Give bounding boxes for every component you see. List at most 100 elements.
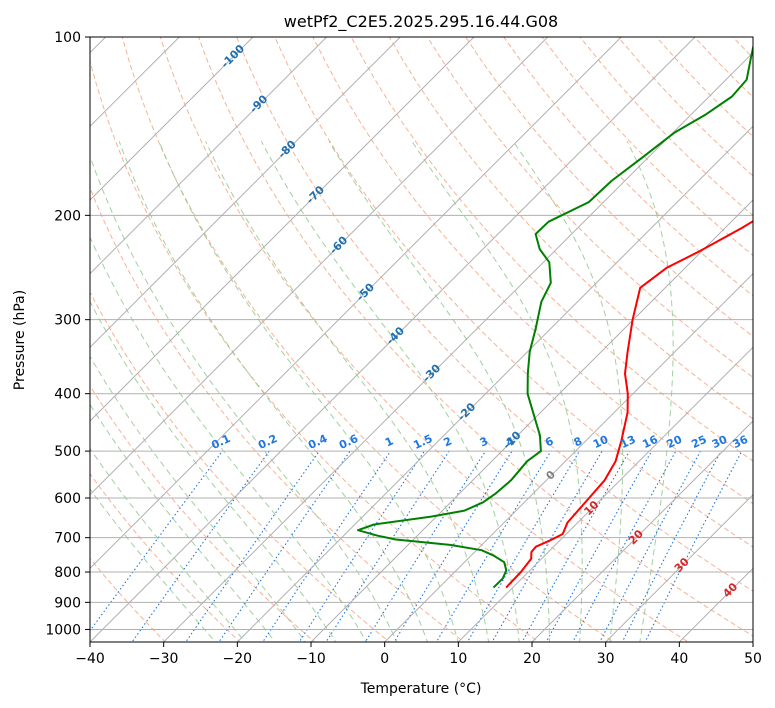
- annotation-layer: 0.1 0.2 0.4 0.6 1 1.5 2 3 4 6 8 10 13 16 20 25 30 36-100-…: [209, 42, 750, 600]
- mixing-ratio-label: 10: [591, 433, 611, 451]
- dry-adiabat-line: [274, 37, 753, 548]
- mixing-ratio-label: 0.4: [306, 432, 329, 452]
- isotherm-line: [90, 37, 402, 349]
- isotherm-line: [90, 37, 181, 128]
- plot-frame: [89, 36, 754, 643]
- x-tick-label: 20: [523, 651, 541, 667]
- mixing-ratio-label: 1: [383, 434, 395, 449]
- y-tick-label: 200: [54, 208, 81, 224]
- dewpoint-profile: [357, 43, 753, 589]
- y-tick-label: 700: [54, 531, 81, 547]
- moist-adiabat-line: [90, 355, 307, 642]
- isotherm-line: [531, 420, 753, 642]
- mixing-ratio-label: 3: [478, 434, 490, 449]
- isotherm-line: [90, 37, 475, 422]
- dry-adiabat-line: [579, 37, 753, 217]
- x-tick-label: 40: [670, 651, 688, 667]
- mixing-ratio-line: [466, 450, 580, 642]
- dry-adiabat-line: [90, 59, 540, 642]
- dry-adiabat-line: [312, 37, 753, 505]
- mixing-ratio-line: [262, 450, 392, 642]
- series-layer: [357, 43, 753, 589]
- isotherm-line: [162, 51, 753, 642]
- mixing-ratio-label: 30: [710, 433, 730, 451]
- dry-adiabat-line: [426, 37, 753, 378]
- moist-adiabat-line: [90, 447, 246, 642]
- x-tick-label: 50: [744, 651, 762, 667]
- dry-adiabat-line: [350, 37, 753, 462]
- dry-adiabat-line: [197, 37, 753, 637]
- dry-adiabat-line: [745, 10, 775, 654]
- moist-adiabat-line: [158, 141, 459, 642]
- dry-adiabat-line: [90, 557, 167, 642]
- moist-adiabat-line: [118, 141, 429, 642]
- dry-adiabat-line: [90, 384, 316, 642]
- mixing-ratio-line: [491, 450, 603, 642]
- isotherm-line: [457, 346, 753, 642]
- mixing-ratio-line: [644, 450, 743, 642]
- grid-layer: [90, 37, 753, 642]
- temperature-profile: [505, 220, 753, 589]
- y-tick-label: 500: [54, 444, 81, 460]
- mixing-ratio-label: 36: [731, 433, 751, 451]
- x-tick-label: −30: [149, 651, 179, 667]
- moist-adiabat-line: [90, 300, 337, 642]
- dry-adiabat-line: [465, 37, 753, 338]
- dry-adiabat-line: [121, 37, 615, 642]
- isotherm-line: [90, 37, 696, 642]
- mixing-ratio-line: [364, 450, 486, 642]
- mixing-ratio-line: [435, 450, 552, 642]
- moist-adiabat-line: [205, 141, 490, 642]
- mixing-ratio-label: 2: [442, 434, 454, 449]
- moist-adiabat-line: [328, 141, 550, 642]
- isotherm-line: [752, 641, 753, 642]
- chart-title: wetPf2_C2E5.2025.295.16.44.G08: [284, 12, 558, 32]
- isotherm-line: [604, 493, 753, 642]
- dry-adiabat-line: [90, 291, 391, 642]
- isotherm-line: [310, 199, 753, 642]
- y-tick-label: 900: [54, 595, 81, 611]
- moist-adiabat-line: [90, 154, 398, 642]
- y-tick-label: 100: [54, 30, 81, 46]
- isotherm-line: [90, 37, 328, 275]
- x-tick-label: 0: [380, 651, 389, 667]
- dry-adiabat-line: [388, 37, 753, 420]
- x-tick-label: −20: [223, 651, 253, 667]
- x-tick-label: −10: [296, 651, 326, 667]
- mixing-ratio-label: 8: [572, 434, 584, 449]
- dry-adiabat-line: [503, 37, 753, 297]
- mixing-ratio-line: [131, 450, 270, 642]
- mixing-ratio-line: [298, 450, 425, 642]
- mixing-ratio-line: [393, 450, 513, 642]
- mixing-ratio-label: 13: [618, 433, 637, 451]
- isotherm-line: [90, 37, 254, 201]
- dry-adiabat-line: [236, 37, 753, 592]
- background-lines: [90, 10, 775, 654]
- mixing-ratio-label: 25: [689, 433, 708, 451]
- mixing-ratio-label: 0.1: [209, 432, 232, 452]
- moist-adiabat-line: [260, 141, 520, 642]
- isotherm-line: [383, 272, 753, 642]
- mixing-ratio-label: 20: [665, 433, 685, 451]
- y-axis: 100 200 300 400 500 600 700 800 900 1000: [45, 30, 90, 638]
- moist-adiabat-line: [90, 403, 276, 642]
- isotherm-line: [236, 125, 753, 642]
- isotherm-line: [90, 37, 549, 496]
- x-axis-label: Temperature (°C): [360, 681, 482, 697]
- dry-adiabat-line: [541, 37, 753, 257]
- y-tick-label: 300: [54, 313, 81, 329]
- mixing-ratio-line: [599, 450, 701, 642]
- moist-adiabat-line: [626, 141, 674, 642]
- y-tick-label: 600: [54, 491, 81, 507]
- dry-adiabat-line: [693, 37, 753, 98]
- dry-adiabat-line: [617, 37, 753, 177]
- y-tick-label: 1000: [45, 622, 81, 638]
- mixing-ratio-label: 0.2: [256, 432, 279, 452]
- x-tick-label: −40: [75, 651, 105, 667]
- moist-adiabat-line: [512, 141, 624, 642]
- y-tick-label: 400: [54, 387, 81, 403]
- isotherm-line: [90, 37, 623, 570]
- dry-adiabat-line: [90, 472, 241, 642]
- dry-adiabat-line: [655, 37, 753, 138]
